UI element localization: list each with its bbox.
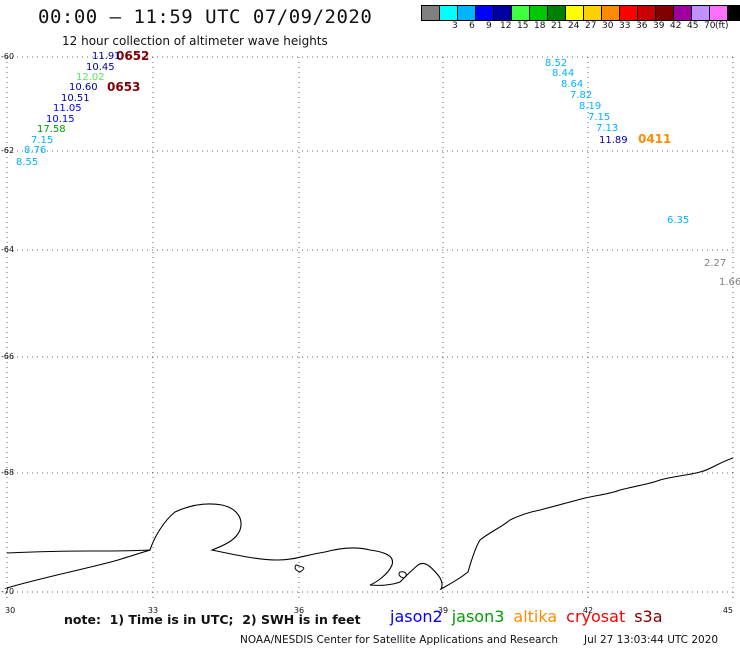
wave-height-value: 10.15 [46,114,75,125]
scale-label: 3 [452,21,458,31]
wave-height-value: 11.05 [53,103,82,114]
scale-label: 45 [687,21,699,31]
ice-shelf-edge [6,549,151,554]
footer-timestamp: Jul 27 13:03:44 UTC 2020 [584,634,719,646]
axis-labels: -60 -62 -64 -66 -68 -70 30 33 36 39 42 45 [1,52,733,615]
scale-label: 12 [500,21,512,31]
scale-unit-label: (ft) [715,21,729,31]
wave-height-value: 7.15 [31,135,53,146]
scale-label: 21 [551,21,563,31]
wave-height-value: 8.64 [561,79,583,90]
mission-jason2: jason2 [390,607,443,626]
scale-label: 33 [619,21,631,31]
antarctic-coastline [6,457,734,591]
scale-label: 15 [517,21,529,31]
color-scale [421,5,740,21]
wave-height-value: 10.51 [61,93,90,104]
wave-height-value: 8.76 [24,145,46,156]
wave-height-value: 2.27 [704,258,726,269]
footer-org: NOAA/NESDIS Center for Satellite Applica… [240,634,558,646]
mission-altika: altika [513,607,558,626]
latitude-label: -64 [1,245,14,254]
scale-label: 42 [670,21,682,31]
wave-height-value: 6.35 [667,215,689,226]
pass-time-label: 0653 [107,80,140,94]
lat-lon-grid [6,56,734,600]
mission-jason3: jason3 [451,607,505,626]
mission-legend: jason2 jason3 altika cryosat s3a [390,607,672,626]
longitude-label: 30 [5,606,15,615]
wave-height-value: 17.58 [37,124,66,135]
longitude-label: 39 [438,606,448,615]
units-note: note: 1) Time is in UTC; 2) SWH is in fe… [64,612,361,627]
latitude-label: -68 [1,468,14,477]
latitude-label: -62 [1,146,14,155]
wave-height-value: 10.45 [86,62,115,73]
wave-height-value: 8.19 [579,101,601,112]
wave-height-value: 10.60 [69,82,98,93]
wave-height-value: 11.89 [599,135,628,146]
island-small-1 [294,564,305,573]
scale-label: 27 [585,21,597,31]
scale-label: 70 [704,21,716,31]
wave-height-value: 8.52 [545,58,567,69]
pass-time-label: 0411 [638,132,671,146]
wave-height-value: 8.55 [16,157,38,168]
mission-s3a: s3a [634,607,663,626]
page-subtitle: 12 hour collection of altimeter wave hei… [62,34,328,48]
longitude-label: 42 [583,606,593,615]
wave-height-value: 8.44 [552,68,574,79]
wave-height-observations: 11.9110.4512.0210.6010.5111.0510.1517.58… [16,51,740,288]
latitude-label: -70 [1,587,14,596]
pass-time-labels: 0652 0653 0411 [107,49,671,146]
wave-height-value: 7.13 [596,123,618,134]
scale-label: 39 [653,21,665,31]
wave-height-value: 1.66 [719,277,740,288]
latitude-label: -60 [1,52,14,61]
scale-label: 36 [636,21,648,31]
page-title: 00:00 – 11:59 UTC 07/09/2020 [38,6,373,28]
longitude-label: 45 [723,606,733,615]
wave-height-value: 7.15 [588,112,610,123]
scale-label: 6 [469,21,475,31]
island-small-2 [398,571,407,579]
wave-height-value: 12.02 [76,72,105,83]
wave-height-value: 11.91 [92,51,121,62]
color-scale-labels: 3 6 9 12 15 18 21 24 27 30 33 36 39 42 45 70 (ft) [421,21,740,33]
scale-label: 30 [602,21,614,31]
mission-cryosat: cryosat [566,607,626,626]
longitude-label: 36 [294,606,304,615]
scale-label: 24 [568,21,580,31]
latitude-label: -66 [1,352,14,361]
scale-swatch [727,5,740,21]
scale-label: 9 [486,21,492,31]
longitude-label: 33 [148,606,158,615]
pass-time-label: 0652 [116,49,149,63]
wave-height-value: 7.82 [570,90,592,101]
scale-label: 18 [534,21,546,31]
